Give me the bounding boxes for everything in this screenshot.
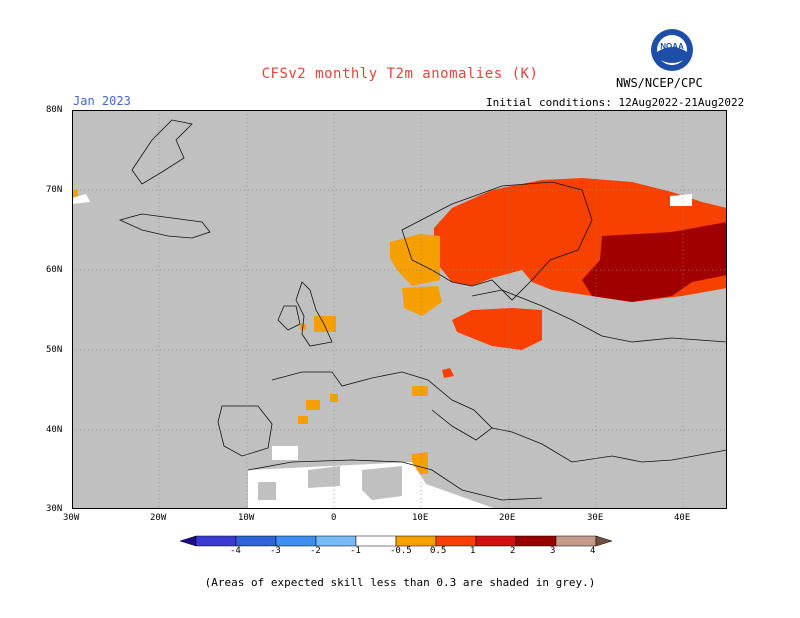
colorbar-label: -0.5 — [390, 546, 412, 556]
initial-conditions: Initial conditions: 12Aug2022-21Aug2022 — [486, 96, 745, 109]
map-frame — [72, 110, 727, 509]
agency-label: NWS/NCEP/CPC — [616, 76, 703, 90]
x-tick-0: 0 — [331, 513, 337, 523]
colorbar-cell — [515, 535, 557, 547]
colorbar-cell — [275, 535, 317, 547]
x-tick-30E: 30E — [587, 513, 604, 523]
colorbar-label: 4 — [590, 546, 596, 556]
x-tick-20E: 20E — [499, 513, 516, 523]
colorbar-cell — [315, 535, 357, 547]
colorbar-label: 3 — [550, 546, 556, 556]
colorbar-cell — [235, 535, 277, 547]
x-tick-10W: 10W — [238, 513, 255, 523]
logo-text: NOAA — [660, 42, 684, 51]
colorbar-arrow-low — [179, 535, 197, 547]
colorbar-cell — [475, 535, 517, 547]
colorbar-cell — [555, 535, 597, 547]
chart-title: CFSv2 monthly T2m anomalies (K) — [261, 66, 539, 82]
colorbar-cell — [355, 535, 397, 547]
y-tick-70N: 70N — [46, 185, 63, 195]
y-tick-40N: 40N — [46, 425, 63, 435]
graticule — [72, 110, 727, 509]
colorbar-label: -3 — [270, 546, 281, 556]
colorbar-label: -2 — [310, 546, 321, 556]
x-tick-10E: 10E — [412, 513, 429, 523]
y-tick-80N: 80N — [46, 105, 63, 115]
colorbar-label: 0.5 — [430, 546, 447, 556]
x-tick-30W: 30W — [63, 513, 80, 523]
y-tick-50N: 50N — [46, 345, 63, 355]
anomaly-region-russia-dark — [582, 222, 727, 302]
colorbar-arrow-high — [595, 535, 613, 547]
skill-note: (Areas of expected skill less than 0.3 a… — [204, 576, 596, 589]
colorbar-label: -4 — [230, 546, 241, 556]
forecast-period: Jan 2023 — [73, 94, 131, 108]
map-background — [72, 110, 727, 509]
colorbar-label: -1 — [350, 546, 361, 556]
colorbar — [179, 535, 613, 547]
colorbar-label: 1 — [470, 546, 476, 556]
x-tick-40E: 40E — [674, 513, 691, 523]
anomaly-map — [72, 110, 727, 509]
colorbar-label: 2 — [510, 546, 516, 556]
noaa-logo: NOAA — [651, 29, 693, 71]
grey-low-skill-north-africa — [258, 466, 402, 500]
colorbar-cell — [195, 535, 237, 547]
x-tick-20W: 20W — [150, 513, 167, 523]
y-tick-60N: 60N — [46, 265, 63, 275]
colorbar-cell — [435, 535, 477, 547]
y-tick-30N: 30N — [46, 504, 63, 514]
colorbar-cell — [395, 535, 437, 547]
